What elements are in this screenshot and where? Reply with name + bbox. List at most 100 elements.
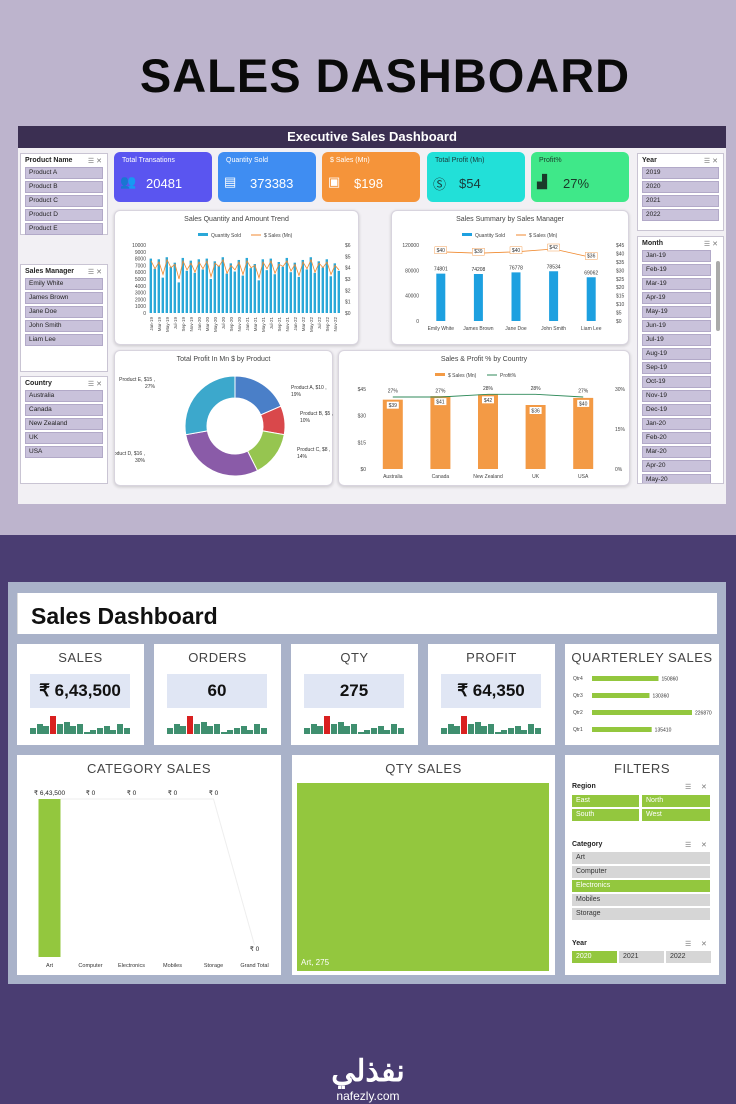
slicer-item-month[interactable]: Mar-20 xyxy=(642,446,711,458)
slicer-item-month[interactable]: Sep-19 xyxy=(642,362,711,374)
slicer-item-jane-doe[interactable]: Jane Doe xyxy=(25,306,103,318)
slicer-item-2021[interactable]: 2021 xyxy=(642,195,719,207)
region-east[interactable]: East xyxy=(572,795,639,807)
region-west[interactable]: West xyxy=(642,809,710,821)
year-2020[interactable]: 2020 xyxy=(572,951,617,963)
trend-chart-title: Sales Quantity and Amount Trend xyxy=(184,216,289,223)
slicer-item-emily-white[interactable]: Emily White xyxy=(25,278,103,290)
trend-bar xyxy=(225,273,228,313)
slicer-item-canada[interactable]: Canada xyxy=(25,404,103,416)
y-tick-label: 0 xyxy=(416,319,419,325)
line-label-box xyxy=(386,387,399,394)
multi-select-clear-filter-icon[interactable]: ☰ ✕ xyxy=(87,381,102,388)
slicer-item-product-c[interactable]: Product C xyxy=(25,195,103,207)
multi-select-clear-filter-icon[interactable]: ☰ ✕ xyxy=(703,158,718,165)
slicer-item-month[interactable]: Apr-20 xyxy=(642,460,711,472)
y-tick-label: $15 xyxy=(358,440,367,446)
treemap-tile-label: Art, 275 xyxy=(301,958,330,967)
trend-bar xyxy=(261,259,264,313)
year-2021[interactable]: 2021 xyxy=(619,951,664,963)
category-computer[interactable]: Computer xyxy=(572,866,710,878)
region-south[interactable]: South xyxy=(572,809,639,821)
kpi-total-transactions: Total Transations 👥 20481 xyxy=(114,152,212,202)
trend-bar xyxy=(277,262,280,313)
country-slicer-title: Country xyxy=(25,380,52,387)
slicer-item-month[interactable]: Apr-19 xyxy=(642,292,711,304)
country-bar xyxy=(525,405,546,469)
category-storage[interactable]: Storage xyxy=(572,908,710,920)
clear-filter-icon[interactable]: ✕ xyxy=(701,784,707,791)
clear-filter-icon[interactable]: ✕ xyxy=(701,842,707,849)
sparkline-bar xyxy=(43,726,50,734)
slicer-item-product-a[interactable]: Product A xyxy=(25,167,103,179)
line-data-label: 27% xyxy=(578,389,589,395)
region-filter-title: Region xyxy=(572,783,596,790)
sparkline-bar xyxy=(391,724,398,734)
slice-label-percent: 14% xyxy=(297,454,308,460)
slicer-item-month[interactable]: Jul-19 xyxy=(642,334,711,346)
slicer-item-month[interactable]: Mar-19 xyxy=(642,278,711,290)
trend-bar xyxy=(317,261,320,313)
slicer-item-liam-lee[interactable]: Liam Lee xyxy=(25,334,103,346)
category-electronics[interactable]: Electronics xyxy=(572,880,710,892)
multi-select-icon[interactable]: ☰ xyxy=(685,842,692,849)
category-art[interactable]: Art xyxy=(572,852,710,864)
slicer-item-month[interactable]: May-20 xyxy=(642,474,711,483)
slicer-item-uk[interactable]: UK xyxy=(25,432,103,444)
slicer-item-month[interactable]: Jan-19 xyxy=(642,250,711,262)
y2-tick-label: $6 xyxy=(345,243,351,249)
slicer-item-product-b[interactable]: Product B xyxy=(25,181,103,193)
country-chart: $ Sales (Mn) Profit% $45 $30 $15 $0 30% 15% 0% $3… xyxy=(358,373,626,480)
y-tick-label: Qtr4 xyxy=(573,676,583,682)
line-data-label: $36 xyxy=(587,253,596,259)
slicer-item-usa[interactable]: USA xyxy=(25,446,103,458)
slicer-item-month[interactable]: Aug-19 xyxy=(642,348,711,360)
treemap-tile-art[interactable]: Art, 275 xyxy=(297,783,549,971)
country-slicer: Country ☰ ✕ Australia Canada New Zealand … xyxy=(20,376,108,484)
card-title: QTY xyxy=(340,650,369,665)
sparkline-bar xyxy=(371,728,377,734)
slicer-item-2019[interactable]: 2019 xyxy=(642,167,719,179)
slicer-item-james-brown[interactable]: James Brown xyxy=(25,292,103,304)
slice-label-percent: 27% xyxy=(145,384,156,390)
multi-select-clear-filter-icon[interactable]: ☰ ✕ xyxy=(87,158,102,165)
month-scrollbar[interactable] xyxy=(716,261,720,331)
slicer-item-month[interactable]: Jan-20 xyxy=(642,418,711,430)
region-north[interactable]: North xyxy=(642,795,710,807)
x-tick-label: Emily White xyxy=(428,326,455,332)
slicer-item-product-e[interactable]: Product E xyxy=(25,223,103,235)
slicer-item-month[interactable]: Oct-19 xyxy=(642,376,711,388)
multi-select-clear-filter-icon[interactable]: ☰ ✕ xyxy=(703,241,718,248)
slicer-item-2020[interactable]: 2020 xyxy=(642,181,719,193)
y2-tick-label: $10 xyxy=(616,302,625,308)
card-value: ₹ 64,350 xyxy=(441,674,541,708)
y2-tick-label: $35 xyxy=(616,260,625,266)
year-2022[interactable]: 2022 xyxy=(666,951,711,963)
legend-label-quantity: Quantity Sold xyxy=(211,233,241,239)
slicer-item-new-zealand[interactable]: New Zealand xyxy=(25,418,103,430)
year-filter-title: Year xyxy=(572,940,587,947)
multi-select-icon[interactable]: ☰ xyxy=(685,941,692,948)
slicer-item-month[interactable]: Nov-19 xyxy=(642,390,711,402)
trend-bar xyxy=(281,266,284,313)
multi-select-clear-filter-icon[interactable]: ☰ ✕ xyxy=(87,269,102,276)
clear-filter-icon[interactable]: ✕ xyxy=(701,941,707,948)
trend-bar xyxy=(205,258,208,313)
sparkline xyxy=(167,716,267,734)
sparkline-bar xyxy=(36,724,43,734)
y-tick-label: Qtr2 xyxy=(573,710,583,716)
x-tick-label: Sep-22 xyxy=(325,317,330,332)
bar-data-label: 130360 xyxy=(652,694,669,700)
category-mobiles[interactable]: Mobiles xyxy=(572,894,710,906)
trend-bar xyxy=(285,257,288,313)
slicer-item-month[interactable]: Feb-19 xyxy=(642,264,711,276)
slicer-item-month[interactable]: Feb-20 xyxy=(642,432,711,444)
slicer-item-2022[interactable]: 2022 xyxy=(642,209,719,221)
slicer-item-month[interactable]: May-19 xyxy=(642,306,711,318)
multi-select-icon[interactable]: ☰ xyxy=(685,784,692,791)
slicer-item-australia[interactable]: Australia xyxy=(25,390,103,402)
slicer-item-month[interactable]: Jun-19 xyxy=(642,320,711,332)
slicer-item-john-smith[interactable]: John Smith xyxy=(25,320,103,332)
slicer-item-product-d[interactable]: Product D xyxy=(25,209,103,221)
slicer-item-month[interactable]: Dec-19 xyxy=(642,404,711,416)
